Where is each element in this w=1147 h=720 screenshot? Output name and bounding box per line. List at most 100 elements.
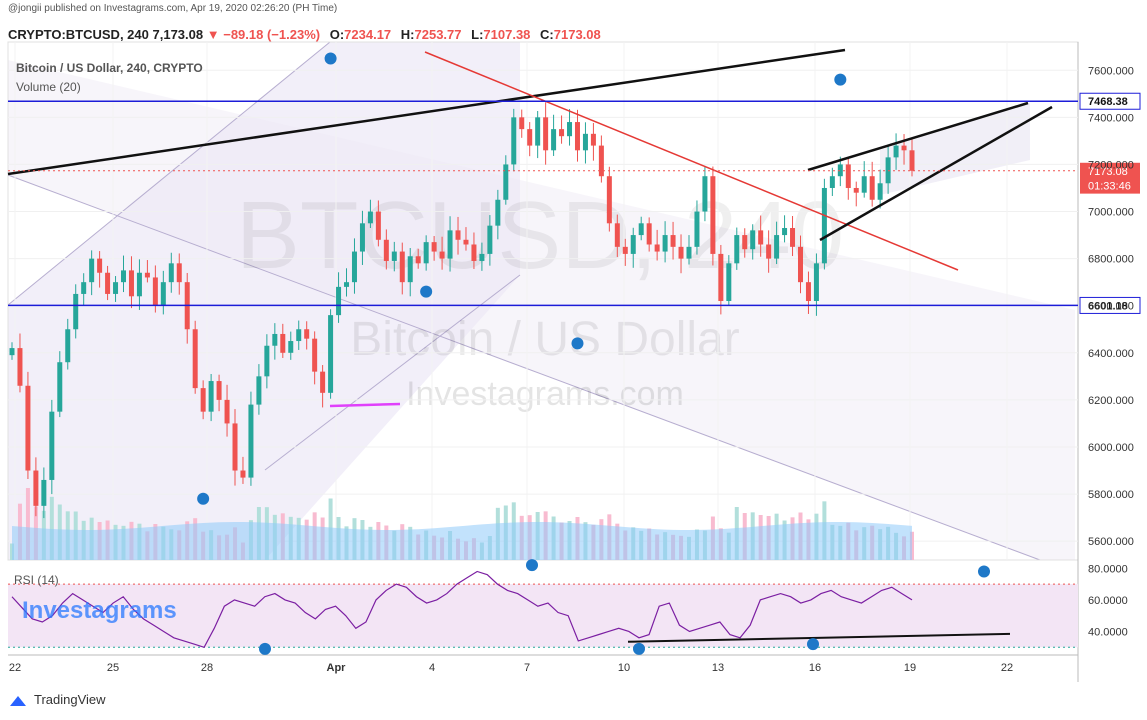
channel-fill-lower	[8, 60, 1075, 560]
point-marker	[834, 73, 847, 86]
candle-body	[304, 329, 310, 339]
candle-body	[121, 270, 127, 283]
price-axis[interactable]: 5600.000 5800.000 6000.000 6200.000 6400.000…	[1088, 65, 1134, 638]
candle-body	[9, 348, 15, 356]
candle-body	[328, 315, 334, 393]
price-tag-label: 01:33:46	[1088, 181, 1131, 193]
candle-body	[232, 423, 238, 471]
candle-body	[797, 246, 803, 283]
trend-line-red[interactable]	[424, 51, 959, 271]
candle-body	[463, 239, 469, 245]
volume-legend: Volume (20)	[16, 80, 81, 94]
candle-body	[447, 230, 453, 259]
candle-body	[320, 371, 326, 393]
support-marker-magenta[interactable]	[329, 402, 401, 408]
level-tag-box	[1079, 92, 1141, 110]
candle-body	[909, 150, 915, 171]
candle-body	[256, 376, 262, 405]
candle-body	[272, 333, 278, 346]
candle-body	[551, 129, 557, 151]
low-value: 7107.38	[483, 27, 531, 42]
candle-body	[559, 129, 565, 137]
wedge-fill	[880, 103, 1030, 195]
wedge-bottom-line[interactable]	[819, 105, 1053, 242]
candle-body	[598, 145, 604, 177]
candle-body	[113, 282, 119, 294]
price-tick-label: 6000.000	[1088, 442, 1134, 454]
watermark-name: Bitcoin / US Dollar	[350, 313, 739, 366]
time-tick-label: 13	[712, 662, 724, 674]
candle-body	[654, 244, 660, 252]
candle-body	[805, 282, 811, 301]
candle-body	[399, 251, 405, 283]
candle-body	[535, 117, 541, 146]
time-tick-label: 16	[809, 662, 821, 674]
candle-body	[407, 256, 413, 283]
footer-brand[interactable]: TradingView	[34, 692, 106, 707]
time-tick-label: 25	[107, 662, 119, 674]
wedge-top-line[interactable]	[807, 101, 1029, 172]
candle-body	[423, 242, 429, 264]
candle-body	[782, 228, 788, 236]
candle-body	[455, 230, 461, 240]
price-tick-label: 6800.000	[1088, 254, 1134, 266]
candle-body	[813, 263, 819, 301]
horizontal-lines: 7468.38 6601.18 7173.08 01:33:46	[8, 92, 1141, 314]
volume-bar	[25, 488, 30, 560]
drawing-layer	[7, 41, 1075, 561]
candle-body	[582, 133, 588, 151]
candle-body	[790, 228, 796, 247]
price-tag-box	[1080, 177, 1140, 194]
candle-body	[694, 211, 700, 247]
trend-line-black-top[interactable]	[7, 48, 846, 176]
price-tick-label: 7000.000	[1088, 207, 1134, 219]
candle-body	[845, 164, 851, 188]
symbol-label[interactable]: CRYPTO:BTCUSD, 240	[8, 27, 149, 42]
candle-body	[829, 176, 835, 188]
price-tick-label: 7400.000	[1088, 112, 1134, 124]
candle-body	[25, 385, 31, 471]
candle-body	[567, 122, 573, 137]
candle-body	[97, 258, 103, 273]
level-tag-label: 6601.18	[1088, 300, 1128, 312]
candle-body	[774, 235, 780, 259]
time-tick-label: 10	[618, 662, 630, 674]
rsi-point-marker	[526, 559, 538, 572]
candle-body	[758, 230, 764, 245]
footer: TradingView	[10, 692, 106, 707]
candle-body	[821, 187, 827, 264]
level-tag-box	[1079, 296, 1141, 314]
candle-body	[853, 187, 859, 193]
rsi-pane	[8, 559, 1078, 655]
open-value: 7234.17	[344, 27, 392, 42]
candle-body	[128, 270, 134, 297]
candle-body	[710, 176, 716, 254]
brand-watermark: Investagrams	[22, 597, 177, 624]
candle-body	[105, 272, 111, 294]
candle-body	[89, 258, 95, 283]
candle-body	[877, 183, 883, 200]
candle-body	[264, 345, 270, 377]
time-axis[interactable]: 22 25 28 Apr 4 7 10 13 16 19 22	[9, 662, 1013, 674]
candle-body	[670, 235, 676, 247]
candle-body	[375, 211, 381, 240]
rsi-tick-label: 60.0000	[1088, 595, 1128, 607]
price-tick-label: 6400.000	[1088, 348, 1134, 360]
candle-body	[240, 470, 246, 478]
candle-body	[630, 235, 636, 254]
candle-body	[646, 223, 652, 245]
price-tick-label: 7200.000	[1088, 159, 1134, 171]
rsi-point-marker	[633, 642, 645, 655]
candle-body	[41, 479, 47, 506]
candle-body	[192, 329, 198, 389]
candle-body	[750, 230, 756, 250]
candle-body	[742, 235, 748, 250]
point-marker	[197, 492, 210, 505]
candle-body	[511, 117, 517, 165]
candle-body	[686, 246, 692, 259]
candle-body	[718, 253, 724, 301]
low-label: L:	[471, 27, 484, 42]
candle-body	[224, 399, 230, 424]
candle-body	[176, 263, 182, 283]
